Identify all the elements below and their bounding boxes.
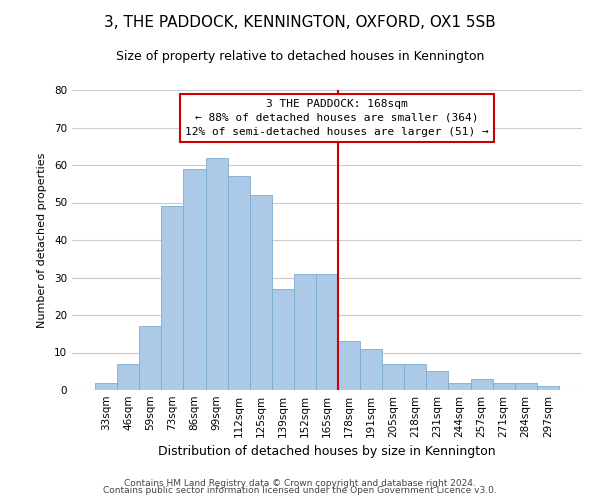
Bar: [95, 382, 117, 390]
Bar: [427, 371, 448, 390]
Bar: [206, 158, 227, 390]
Bar: [250, 195, 272, 390]
Bar: [272, 289, 294, 390]
Bar: [184, 169, 206, 390]
Bar: [515, 382, 537, 390]
Bar: [470, 379, 493, 390]
Bar: [338, 341, 360, 390]
Bar: [139, 326, 161, 390]
Text: Contains public sector information licensed under the Open Government Licence v3: Contains public sector information licen…: [103, 486, 497, 495]
Text: Contains HM Land Registry data © Crown copyright and database right 2024.: Contains HM Land Registry data © Crown c…: [124, 478, 476, 488]
Bar: [294, 274, 316, 390]
Bar: [493, 382, 515, 390]
Bar: [360, 349, 382, 390]
X-axis label: Distribution of detached houses by size in Kennington: Distribution of detached houses by size …: [158, 446, 496, 458]
Bar: [448, 382, 470, 390]
Bar: [316, 274, 338, 390]
Bar: [161, 206, 184, 390]
Text: 3, THE PADDOCK, KENNINGTON, OXFORD, OX1 5SB: 3, THE PADDOCK, KENNINGTON, OXFORD, OX1 …: [104, 15, 496, 30]
Bar: [404, 364, 427, 390]
Bar: [227, 176, 250, 390]
Text: 3 THE PADDOCK: 168sqm
← 88% of detached houses are smaller (364)
12% of semi-det: 3 THE PADDOCK: 168sqm ← 88% of detached …: [185, 99, 489, 137]
Bar: [537, 386, 559, 390]
Y-axis label: Number of detached properties: Number of detached properties: [37, 152, 47, 328]
Bar: [117, 364, 139, 390]
Text: Size of property relative to detached houses in Kennington: Size of property relative to detached ho…: [116, 50, 484, 63]
Bar: [382, 364, 404, 390]
